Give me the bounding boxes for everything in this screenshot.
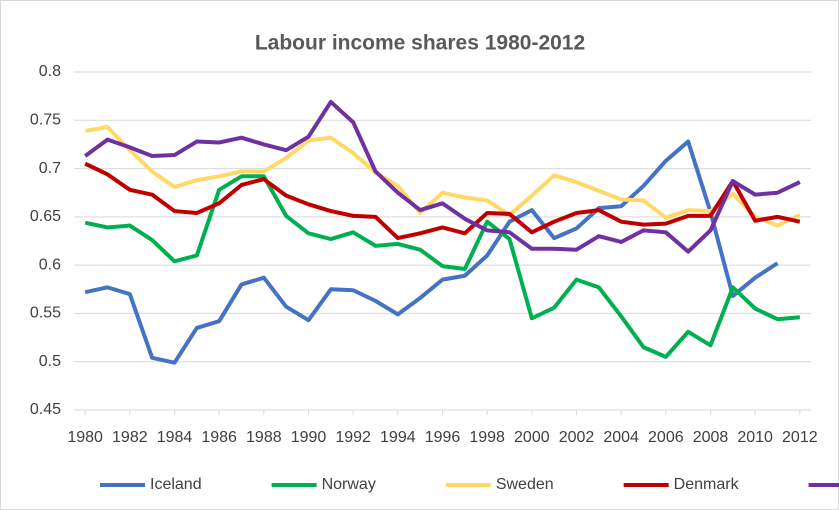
x-tick-label: 1994 — [380, 429, 416, 446]
y-tick-label: 0.8 — [39, 63, 61, 80]
x-tick-label: 2012 — [782, 429, 818, 446]
chart-title: Labour income shares 1980-2012 — [255, 32, 585, 55]
x-tick-label: 1986 — [201, 429, 237, 446]
x-tick-label: 1990 — [291, 429, 327, 446]
y-tick-label: 0.75 — [30, 112, 61, 129]
x-tick-label: 2000 — [514, 429, 550, 446]
x-tick-label: 1988 — [246, 429, 282, 446]
x-tick-label: 1982 — [112, 429, 148, 446]
legend-label: Iceland — [150, 476, 202, 493]
y-tick-label: 0.45 — [30, 401, 61, 418]
y-tick-label: 0.5 — [39, 353, 61, 370]
y-tick-label: 0.7 — [39, 160, 61, 177]
x-tick-label: 1992 — [335, 429, 371, 446]
x-tick-label: 2002 — [559, 429, 595, 446]
x-tick-label: 1980 — [67, 429, 103, 446]
series-line — [84, 139, 779, 365]
y-tick-label: 0.65 — [30, 208, 61, 225]
legend-label: Sweden — [496, 476, 554, 493]
x-tick-label: 1984 — [157, 429, 193, 446]
x-tick-label: 2006 — [648, 429, 684, 446]
y-tick-label: 0.55 — [30, 305, 61, 322]
x-tick-label: 2004 — [603, 429, 639, 446]
legend-label: Denmark — [674, 476, 740, 493]
x-tick-label: 1998 — [469, 429, 505, 446]
x-tick-label: 2010 — [737, 429, 773, 446]
series-line — [84, 161, 801, 241]
x-tick-label: 2008 — [693, 429, 729, 446]
series-line — [84, 125, 801, 228]
series-line — [84, 174, 801, 359]
legend-label: Norway — [322, 476, 376, 493]
series-line — [83, 99, 801, 254]
y-tick-label: 0.6 — [39, 256, 61, 273]
x-tick-label: 1996 — [425, 429, 461, 446]
